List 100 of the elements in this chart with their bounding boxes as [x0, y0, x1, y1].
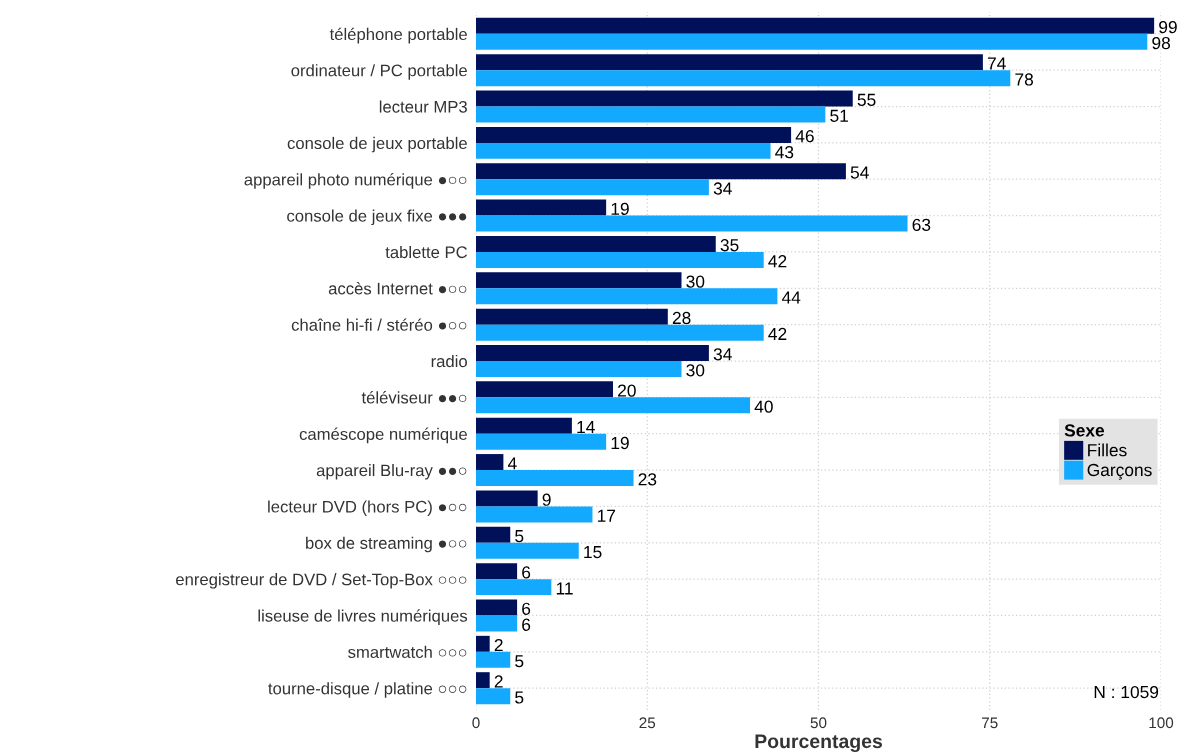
bar	[476, 251, 764, 268]
y-tick-label: ordinateur / PC portable	[291, 64, 467, 80]
data-label: 43	[775, 146, 794, 159]
bar	[476, 563, 518, 580]
data-label: 5	[515, 530, 524, 543]
data-label: 6	[522, 618, 531, 631]
y-tick-label: tablette PC	[385, 245, 468, 259]
bar	[476, 651, 511, 668]
data-label: 30	[686, 364, 705, 377]
bar	[476, 361, 682, 377]
x-tick-label: 100	[1149, 717, 1174, 729]
y-tick-label: chaîne hi-fi / stéréo ●○○	[291, 318, 467, 331]
bar	[476, 70, 1011, 87]
data-label: 4	[507, 457, 517, 470]
y-tick-label: console de jeux portable	[287, 136, 467, 153]
bar	[476, 54, 983, 71]
data-label: 17	[597, 509, 616, 522]
data-label: 6	[522, 566, 531, 579]
data-label: 63	[912, 218, 931, 232]
data-label: 23	[638, 473, 657, 486]
x-tick-label: 50	[810, 717, 827, 729]
bar	[476, 417, 572, 434]
data-label: 11	[556, 582, 573, 595]
data-label: 46	[795, 130, 814, 143]
data-label: 5	[515, 655, 524, 668]
annotation: N : 1059	[1094, 685, 1159, 699]
bar	[476, 106, 826, 123]
x-axis-title: Pourcentages	[755, 734, 882, 753]
bar	[476, 288, 778, 305]
y-tick-label: tourne-disque / platine ○○○	[268, 682, 467, 698]
y-tick-label: lecteur MP3	[379, 100, 467, 113]
data-label: 78	[1015, 73, 1034, 86]
bar	[476, 199, 607, 216]
x-tick-label: 25	[639, 717, 656, 729]
legend-title: Sexe	[1064, 424, 1105, 437]
y-tick-label: accès Internet ●○○	[328, 282, 467, 295]
data-label: 44	[781, 291, 801, 304]
bar	[476, 542, 579, 559]
bar	[476, 599, 518, 616]
data-label: 9	[542, 493, 551, 506]
bar	[476, 33, 1148, 50]
data-label: 40	[754, 400, 773, 413]
y-tick-label: smartwatch ○○○	[348, 645, 467, 659]
data-label: 28	[672, 311, 691, 325]
data-label: 19	[611, 202, 629, 216]
data-label: 15	[584, 546, 602, 559]
data-label: 20	[618, 384, 636, 397]
bar	[476, 215, 908, 232]
bar	[476, 454, 504, 471]
data-label: 6	[522, 602, 531, 615]
legend-label: Filles	[1088, 443, 1127, 457]
data-label: 2	[494, 675, 503, 688]
bar	[476, 17, 1155, 34]
bar	[476, 126, 792, 143]
bar	[476, 272, 682, 289]
y-tick-label: caméscope numérique	[299, 427, 467, 444]
bar	[476, 324, 764, 341]
data-label: 35	[720, 239, 739, 252]
y-tick-label: enregistreur de DVD / Set-Top-Box ○○○	[176, 573, 467, 589]
data-label: 42	[768, 327, 787, 340]
data-label: 2	[494, 638, 503, 652]
y-tick-label: lecteur DVD (hors PC) ●○○	[268, 500, 467, 516]
data-label: 51	[830, 109, 848, 122]
data-label: 34	[713, 182, 732, 195]
y-tick-label: téléphone portable	[329, 27, 467, 44]
bar	[476, 526, 511, 543]
bar	[476, 433, 607, 450]
bar	[476, 635, 490, 652]
data-label: 14	[577, 421, 595, 433]
bar	[476, 345, 709, 361]
data-label: 99	[1159, 20, 1177, 34]
bar	[476, 381, 613, 398]
y-tick-label: liseuse de livres numériques	[258, 609, 468, 626]
bar	[476, 579, 552, 596]
x-tick-label: 0	[472, 717, 480, 729]
bar	[476, 688, 511, 705]
data-label: 34	[713, 348, 732, 361]
bar	[476, 308, 668, 325]
y-tick-label: radio	[431, 354, 467, 368]
data-label: 74	[987, 57, 1006, 70]
y-tick-label: téléviseur ●●○	[361, 391, 467, 404]
bar	[476, 470, 634, 487]
data-label: 55	[857, 93, 876, 106]
y-tick-label: appareil Blu-ray ●●○	[316, 464, 467, 480]
bar	[476, 506, 593, 523]
y-tick-label: appareil photo numérique ●○○	[244, 173, 467, 189]
bar	[476, 397, 750, 414]
data-label: 54	[850, 166, 869, 179]
bar	[476, 142, 771, 159]
data-label: 5	[515, 691, 524, 704]
bar	[476, 235, 716, 252]
bar	[476, 490, 538, 507]
y-tick-label: console de jeux fixe ●●●	[287, 209, 467, 226]
data-label: 42	[768, 255, 787, 268]
legend-label: Garçons	[1087, 463, 1152, 480]
x-tick-label: 75	[982, 717, 998, 729]
bar	[476, 163, 846, 180]
y-tick-label: box de streaming ●○○	[306, 536, 467, 553]
data-label: 19	[611, 436, 629, 450]
bar	[476, 672, 490, 689]
